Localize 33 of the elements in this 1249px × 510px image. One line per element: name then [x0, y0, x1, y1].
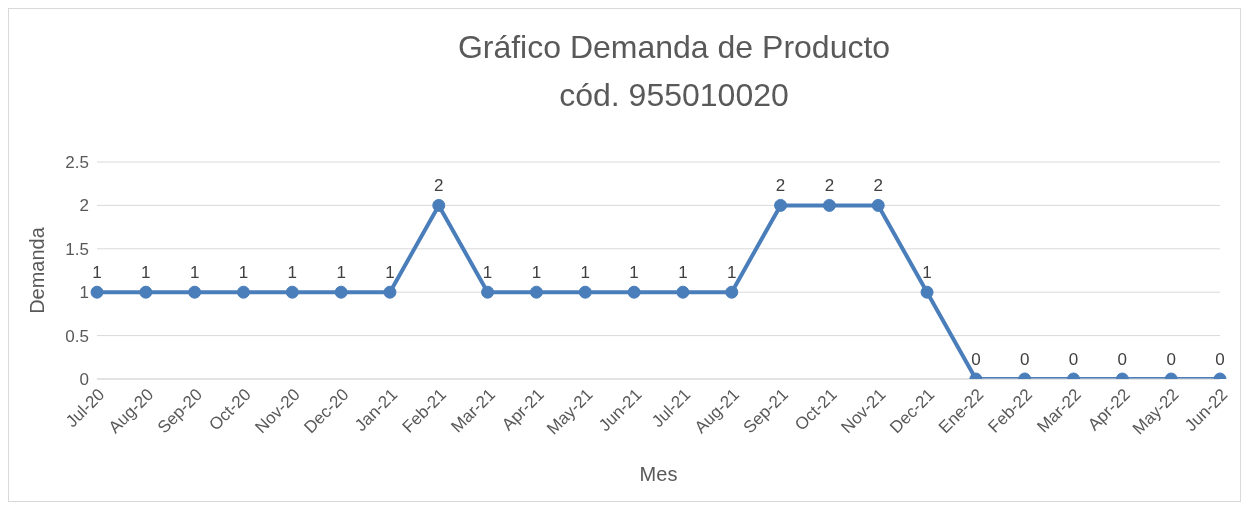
data-label: 1: [287, 263, 298, 283]
data-label: 1: [238, 263, 249, 283]
data-label: 1: [580, 263, 590, 283]
data-label: 1: [482, 263, 493, 283]
data-label: 1: [727, 263, 737, 283]
y-axis-title: Demanda: [26, 226, 49, 314]
data-label: 1: [678, 263, 688, 283]
data-label: 0: [1019, 350, 1030, 369]
chart-title: Gráfico Demanda de Producto cód. 955010020: [456, 28, 892, 115]
y-tick-label: 2: [79, 196, 89, 216]
data-label: 2: [873, 176, 883, 196]
y-tick-label: 0: [79, 370, 89, 390]
data-label: 1: [92, 263, 102, 283]
data-label: 1: [141, 263, 151, 283]
data-label: 2: [824, 176, 835, 196]
data-label: 1: [385, 263, 395, 283]
data-label: 1: [189, 263, 200, 283]
data-label: 0: [1117, 350, 1128, 369]
data-label: 1: [336, 263, 346, 283]
data-label: 2: [434, 176, 444, 196]
x-axis-title: Mes: [639, 463, 678, 485]
y-tick-label: 1.5: [65, 239, 89, 259]
data-label: 1: [922, 263, 932, 283]
y-tick-label: 0.5: [65, 326, 89, 346]
data-label: 1: [629, 263, 639, 283]
data-label: 0: [1068, 350, 1079, 369]
y-tick-label: 2.5: [65, 153, 89, 173]
data-label: 1: [531, 263, 542, 283]
data-label: 0: [971, 350, 981, 369]
data-label: 2: [775, 176, 786, 196]
data-label: 0: [1215, 350, 1225, 369]
y-tick-label: 1: [79, 283, 89, 303]
data-label: 0: [1166, 350, 1176, 369]
